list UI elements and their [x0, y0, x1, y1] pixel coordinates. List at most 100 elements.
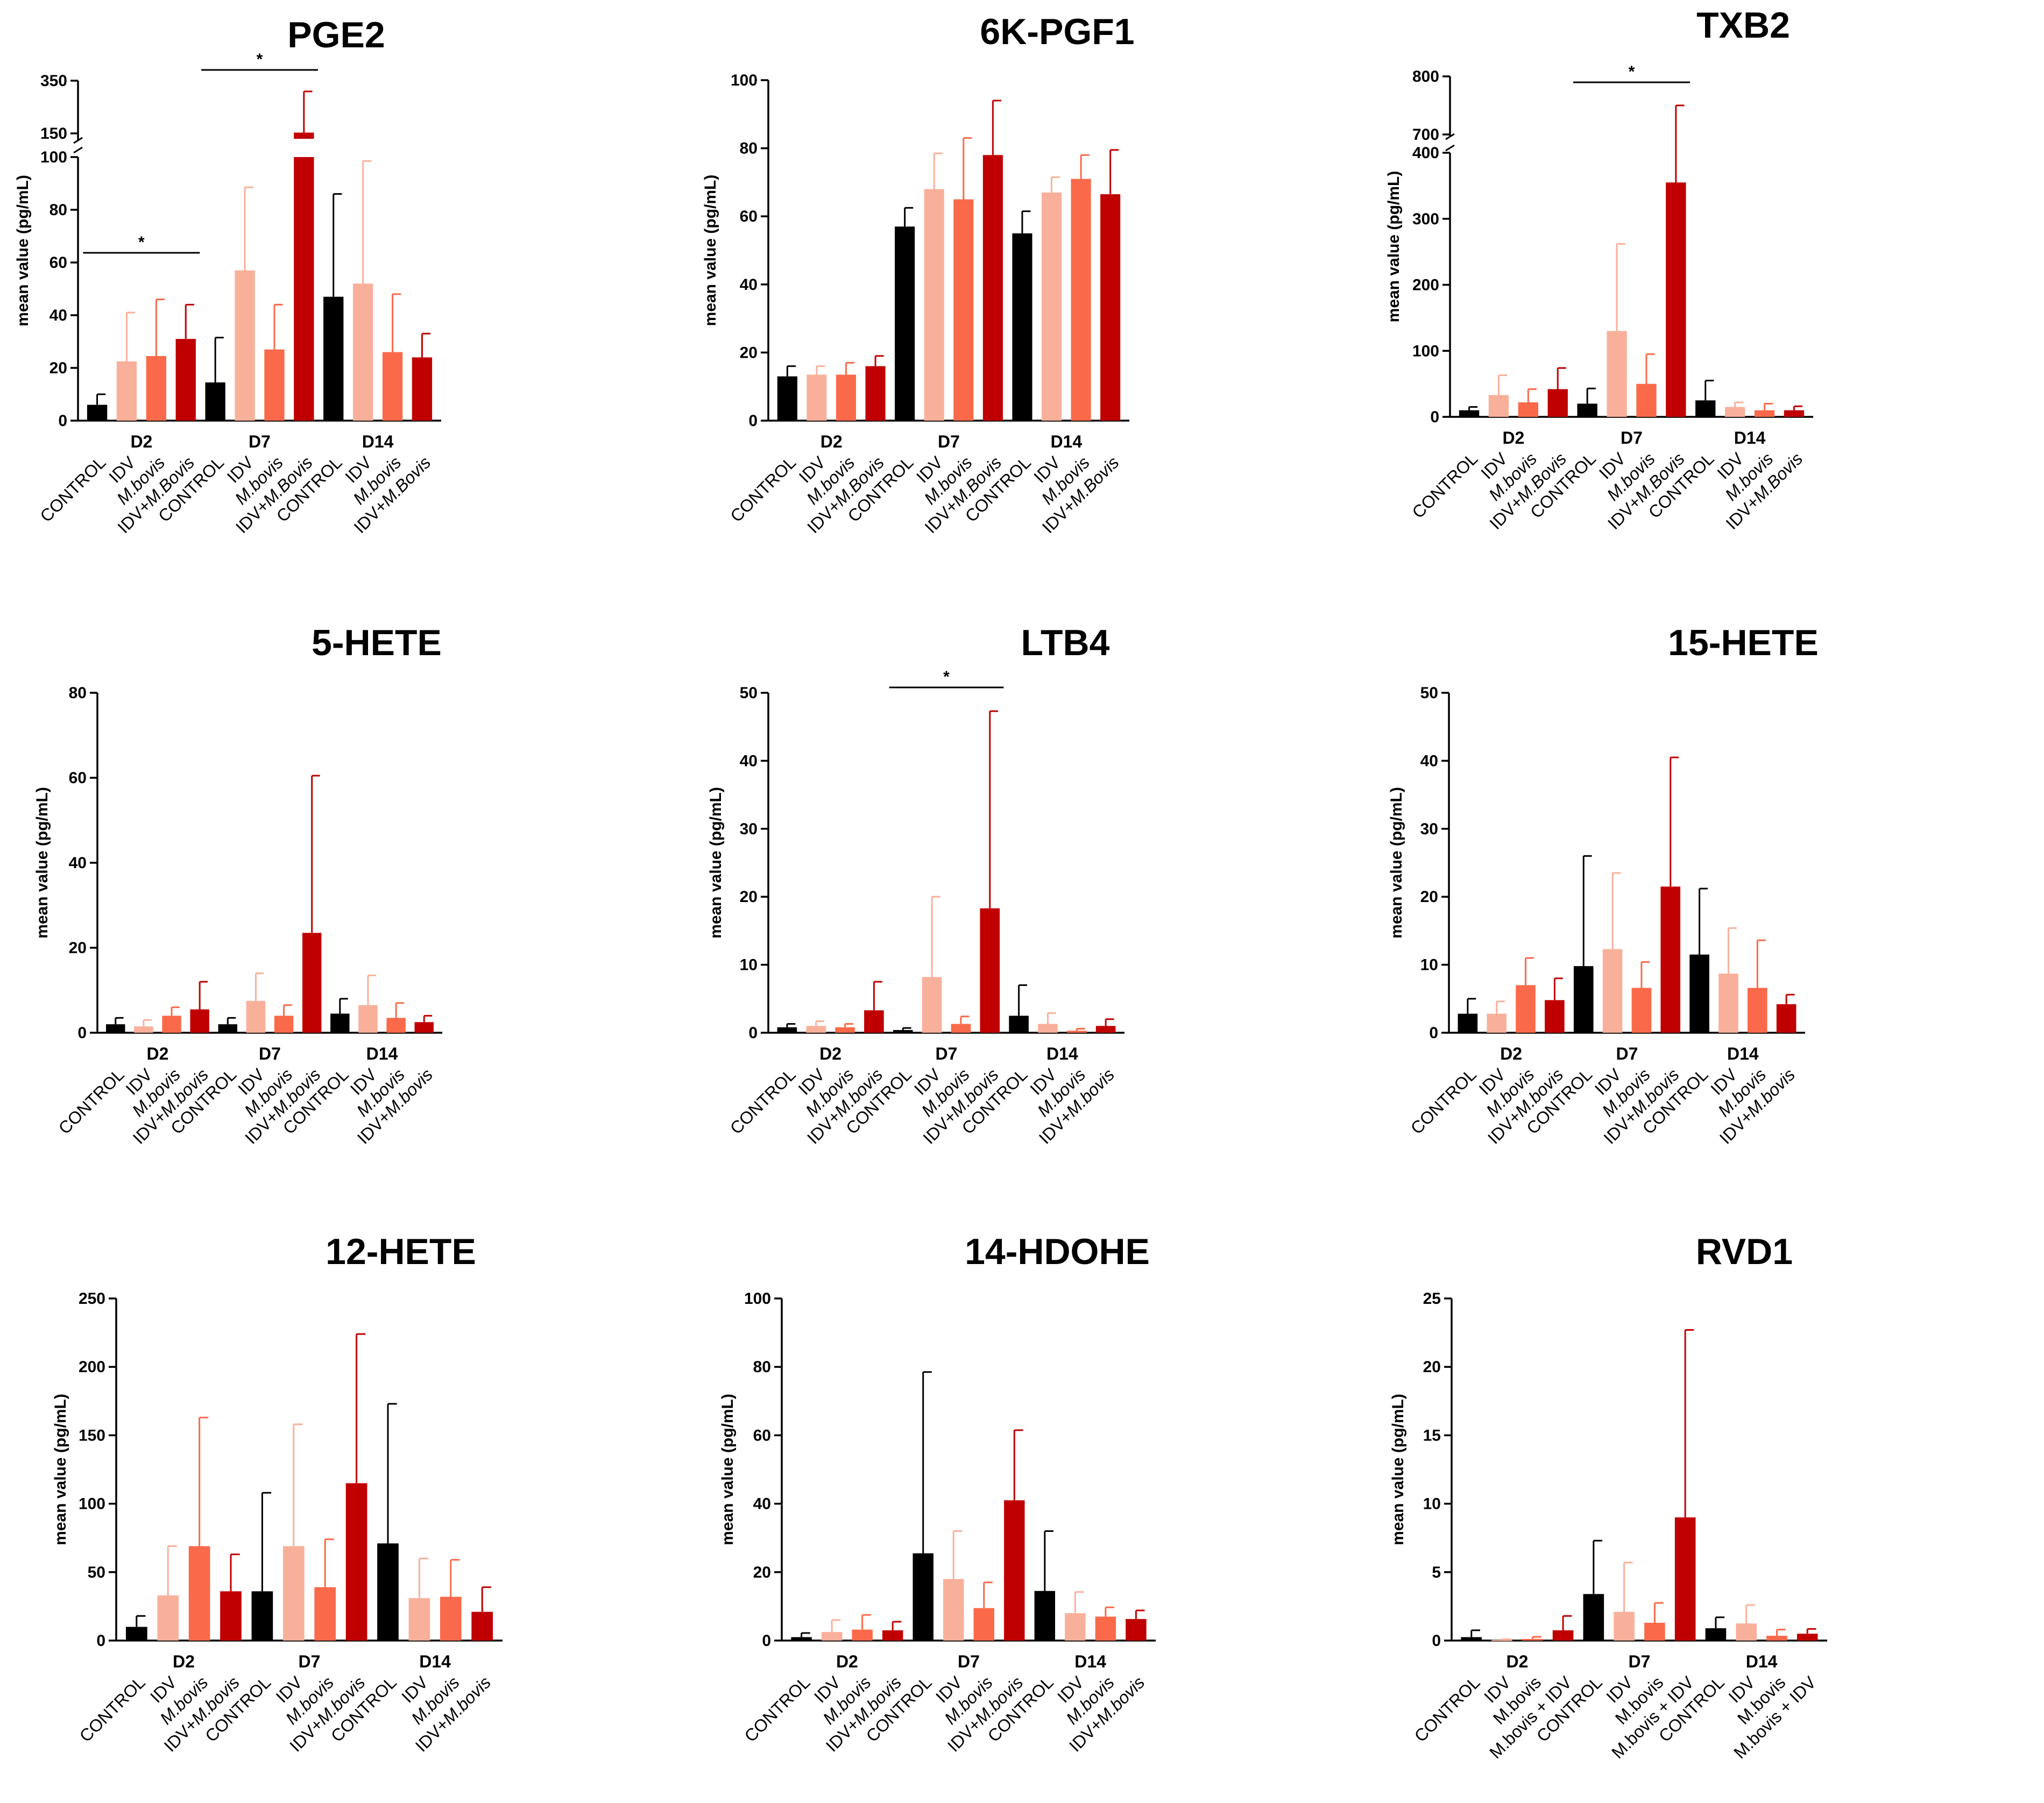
bar [821, 1632, 843, 1641]
bar [895, 226, 915, 421]
chart-title: LTB4 [1021, 622, 1110, 663]
bar [835, 1027, 855, 1033]
y-tick-label: 10 [1420, 956, 1438, 974]
bar [1614, 1612, 1635, 1641]
y-tick-label: 20 [69, 939, 87, 957]
chart-panel-rvd1: RVD1 mean value (pg/mL) 0 5 10 15 20 25 D2 CONTRO… [1389, 1231, 1827, 1762]
bar [1100, 194, 1121, 421]
bar [251, 1591, 273, 1641]
y-tick-label: 0 [1432, 1632, 1441, 1650]
bar [1674, 1517, 1696, 1641]
bar [106, 1024, 125, 1033]
y-tick-label: 150 [79, 1426, 105, 1444]
bar [1552, 1630, 1574, 1641]
chart-title: 12-HETE [326, 1231, 476, 1272]
bar [1041, 192, 1062, 421]
group-label: D2 [821, 432, 843, 451]
y-tick-label: 0 [762, 1632, 771, 1650]
group-label: D14 [1734, 428, 1766, 448]
bar [1666, 182, 1686, 417]
bar [87, 404, 108, 421]
bar [1518, 402, 1539, 417]
y-tick-label: 100 [40, 148, 67, 166]
group-label: D2 [1500, 1044, 1522, 1063]
bar [1516, 985, 1536, 1033]
group-label: D2 [147, 1044, 169, 1063]
bar [1631, 988, 1652, 1033]
bar [1736, 1623, 1757, 1641]
y-tick-label: 0 [77, 1024, 87, 1042]
y-tick-label: 100 [731, 72, 758, 89]
y-tick-label: 15 [1423, 1426, 1441, 1444]
category-label: CONTROL [740, 1672, 814, 1745]
category-label: CONTROL [55, 1064, 128, 1138]
y-tick-label-upper: 350 [40, 72, 67, 90]
bar [924, 189, 944, 421]
axis-break-mark [73, 137, 83, 154]
bar-upper-segment [294, 132, 314, 139]
bar [1573, 966, 1594, 1033]
group-label: D2 [173, 1652, 195, 1671]
y-axis-label: mean value (pg/mL) [702, 175, 719, 326]
bar [162, 1016, 181, 1033]
y-axis-label: mean value (pg/mL) [14, 175, 32, 326]
y-tick-label: 250 [79, 1290, 105, 1308]
bar [352, 283, 373, 421]
y-axis-label: mean value (pg/mL) [719, 1394, 737, 1545]
chart-title: TXB2 [1696, 5, 1790, 46]
bar [951, 1024, 971, 1033]
group-label: D2 [130, 432, 152, 451]
bar [1547, 389, 1568, 417]
bar [1602, 949, 1623, 1033]
y-tick-label: 50 [88, 1564, 105, 1581]
bar [1004, 1500, 1025, 1641]
group-label: D14 [1074, 1652, 1106, 1671]
bar [1461, 1637, 1482, 1641]
bar [345, 1483, 367, 1641]
y-tick-label: 40 [740, 276, 758, 294]
group-label: D7 [1616, 1044, 1638, 1063]
y-tick-label: 40 [69, 854, 87, 872]
y-tick-label: 20 [49, 359, 67, 377]
bar [913, 1553, 933, 1641]
group-label: D14 [1050, 432, 1082, 451]
bar [1545, 1000, 1565, 1033]
bar [246, 1000, 266, 1033]
y-tick-label: 60 [740, 208, 758, 225]
bar [1607, 331, 1627, 417]
bar [330, 1013, 350, 1033]
bar [382, 352, 403, 421]
bar [218, 1024, 238, 1033]
bar [294, 157, 314, 421]
bar [471, 1612, 493, 1641]
bar [1458, 1013, 1478, 1033]
y-tick-label: 60 [49, 254, 67, 272]
category-label: CONTROL [36, 452, 109, 526]
chart-panel-6k-pgf1: 6K-PGF1 mean value (pg/mL) 0 20 40 60 80 100 D2 C… [702, 11, 1135, 537]
group-label: D7 [1629, 1652, 1651, 1671]
significance-star: * [1629, 63, 1635, 81]
group-label: D14 [1046, 1044, 1078, 1063]
y-tick-label: 40 [753, 1495, 771, 1513]
bar [282, 1546, 305, 1641]
y-axis-label: mean value (pg/mL) [52, 1394, 69, 1545]
chart-panel-ltb4: LTB4 mean value (pg/mL) 0 10 20 30 40 50 D2 CONTR… [707, 622, 1124, 1148]
y-tick-label: 50 [1420, 684, 1438, 702]
bar [1636, 384, 1657, 417]
y-tick-label: 20 [1420, 888, 1438, 906]
significance-star: * [138, 233, 145, 251]
y-tick-label: 60 [753, 1426, 771, 1444]
bar [274, 1016, 294, 1033]
group-label: D14 [1727, 1044, 1759, 1063]
bar [1488, 395, 1509, 417]
group-label: D7 [958, 1652, 980, 1671]
bar [982, 155, 1003, 421]
bar [864, 1010, 884, 1033]
bar [922, 977, 942, 1033]
y-tick-label: 80 [753, 1358, 771, 1376]
bar [1066, 1031, 1087, 1033]
bar [412, 357, 433, 421]
bar [377, 1543, 399, 1641]
y-tick-label: 40 [740, 752, 758, 770]
